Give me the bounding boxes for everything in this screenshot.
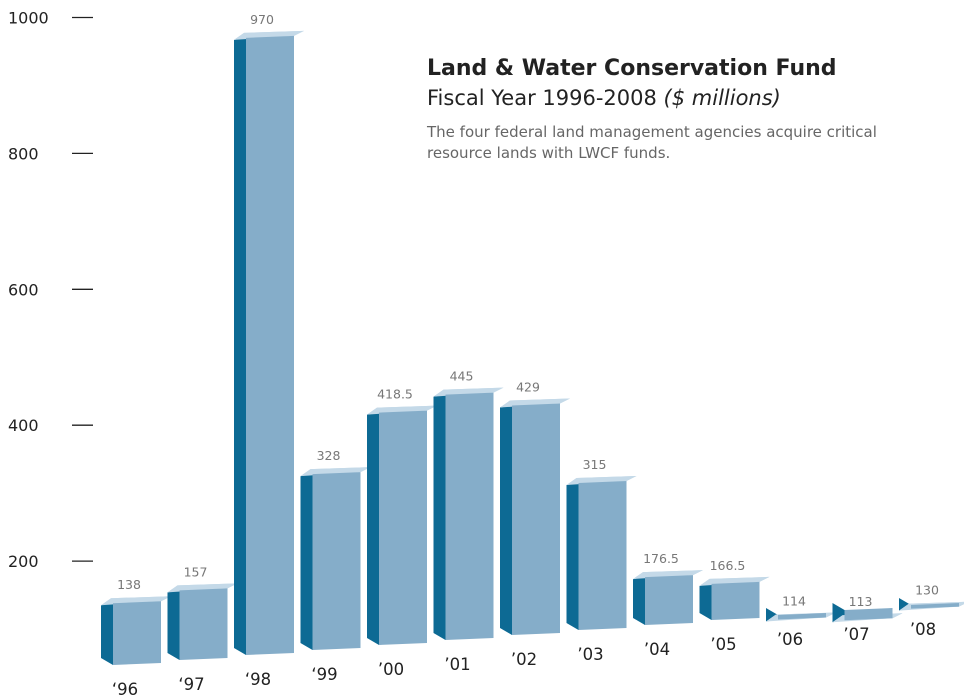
- value-label: 429: [516, 379, 540, 394]
- bar: [367, 405, 437, 645]
- x-tick-label: ’00: [378, 660, 404, 679]
- bar-front-face: [645, 575, 693, 625]
- bar-front-face: [711, 581, 760, 620]
- bar-side-face: [699, 583, 712, 620]
- value-label: 138: [117, 577, 141, 592]
- bar: [167, 583, 238, 660]
- value-labels: 138 157 970 328 418.5 445 429 315 176.5 166.5 114 1…: [117, 12, 939, 609]
- x-tick-label: ’07: [843, 625, 869, 644]
- bar-side-face: [167, 590, 180, 660]
- x-tick-label: ’04: [644, 640, 670, 659]
- value-label: 114: [782, 594, 806, 609]
- x-tick-label: ’03: [577, 645, 603, 664]
- bar: [699, 576, 770, 620]
- x-tick-label: ‘98: [245, 670, 271, 689]
- bar-side-face: [633, 577, 645, 625]
- bar: [300, 467, 371, 650]
- bars: [101, 30, 964, 665]
- chart-subtitle-unit: ($ millions): [663, 86, 781, 110]
- bar-front-face: [512, 403, 560, 635]
- bar: [899, 598, 964, 611]
- chart-title-block: Land & Water Conservation Fund Fiscal Ye…: [427, 54, 947, 164]
- x-tick-label: ‘99: [311, 665, 337, 684]
- bar-front-face: [179, 588, 228, 660]
- x-tick-label: ’06: [777, 630, 803, 649]
- y-axis: 200 400 600 800 1000: [8, 9, 93, 571]
- chart-description: The four federal land management agencie…: [427, 123, 877, 162]
- bar-front-face: [578, 480, 627, 630]
- x-tick-label: ‘97: [178, 675, 204, 694]
- bar-front-face: [844, 608, 893, 621]
- value-label: 166.5: [710, 558, 746, 573]
- bar: [234, 30, 304, 655]
- value-label: 157: [184, 564, 208, 579]
- bar: [633, 570, 703, 625]
- y-tick-label: 400: [8, 416, 39, 435]
- bar-side-face: [566, 482, 579, 630]
- bar-side-face: [101, 603, 113, 665]
- chart-subtitle: Fiscal Year 1996-2008 ($ millions): [427, 84, 947, 112]
- value-label: 176.5: [643, 551, 679, 566]
- bar-front-face: [445, 392, 494, 640]
- value-label: 418.5: [377, 387, 413, 402]
- bar-front-face: [113, 601, 161, 665]
- bar: [566, 475, 637, 630]
- value-label: 445: [450, 369, 474, 384]
- value-label: 130: [915, 583, 939, 598]
- value-label: 315: [583, 457, 607, 472]
- value-label: 328: [317, 448, 341, 463]
- bar: [101, 596, 171, 665]
- bar-front-face: [911, 603, 959, 609]
- bar-top-cap: [167, 583, 238, 593]
- y-tick-label: 200: [8, 552, 39, 571]
- x-axis-labels: ‘96 ‘97 ‘98 ‘99 ’00 ’01 ’02 ’03 ’04 ’05 ’06 ’07 ’08: [112, 620, 936, 698]
- bar-top-cap: [433, 387, 504, 397]
- bar-top-cap: [699, 576, 770, 586]
- bar-top-cap: [367, 405, 437, 415]
- chart-subtitle-text: Fiscal Year 1996-2008: [427, 86, 657, 110]
- y-tick-label: 600: [8, 280, 39, 299]
- bar-side-face: [234, 37, 246, 655]
- bar-side-face: [300, 474, 313, 650]
- x-tick-label: ’05: [710, 635, 736, 654]
- x-tick-label: ’01: [444, 655, 470, 674]
- bar-front-face: [246, 35, 294, 655]
- bar-top-cap: [101, 596, 171, 606]
- bar: [500, 398, 570, 635]
- bar-front-face: [312, 472, 361, 650]
- bar: [433, 387, 504, 640]
- bar-front-face: [379, 410, 427, 645]
- value-label: 113: [849, 594, 873, 609]
- bar-side-face: [367, 412, 379, 645]
- x-tick-label: ‘96: [112, 680, 138, 698]
- chart-title: Land & Water Conservation Fund: [427, 56, 837, 81]
- bar-front-face: [778, 613, 826, 620]
- bar-top-cap: [566, 475, 637, 485]
- bar: [832, 603, 903, 623]
- x-tick-label: ’08: [910, 620, 936, 639]
- bar-top-cap: [300, 467, 371, 477]
- value-label: 970: [250, 12, 274, 27]
- bar: [766, 608, 836, 622]
- bar-top-cap: [500, 398, 570, 408]
- y-tick-label: 800: [8, 144, 39, 163]
- x-tick-label: ’02: [511, 650, 537, 669]
- y-tick-label: 1000: [8, 9, 49, 28]
- bar-side-face: [433, 394, 446, 640]
- bar-side-face: [500, 405, 512, 635]
- bar-top-cap: [633, 570, 703, 580]
- bar-top-cap: [234, 30, 304, 40]
